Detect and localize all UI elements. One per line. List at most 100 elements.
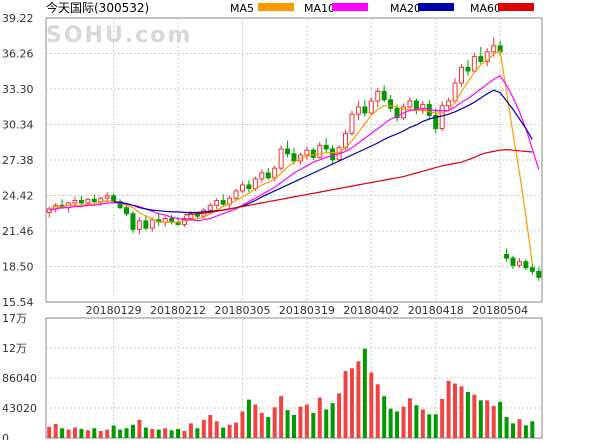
volume-bar [356, 361, 361, 438]
candle-body [220, 200, 226, 205]
volume-bar [491, 405, 496, 438]
volume-bar [298, 406, 303, 438]
volume-bar [401, 406, 406, 438]
volume-bar [511, 423, 516, 438]
candle-body [85, 198, 91, 204]
candle-body [317, 144, 323, 158]
candle-body [368, 100, 374, 114]
volume-bar [105, 429, 110, 438]
volume-bar [285, 410, 290, 438]
volume-bar [420, 409, 425, 438]
candle-body [130, 213, 136, 230]
date-tick-label: 20180319 [279, 304, 335, 317]
candle-body [349, 113, 355, 134]
price-tick-label: 39.22 [2, 12, 34, 25]
price-tick-label: 33.30 [2, 83, 34, 96]
price-tick-label: 24.42 [2, 190, 34, 203]
candle-body [136, 220, 142, 230]
date-tick-label: 20180129 [86, 304, 142, 317]
candle-body [523, 261, 529, 269]
volume-bar [272, 407, 277, 438]
volume-bar [246, 399, 251, 438]
volume-bar [163, 428, 168, 438]
volume-bar [214, 421, 219, 438]
volume-bar [208, 414, 213, 438]
volume-bar [259, 412, 264, 438]
volume-bar [317, 397, 322, 438]
price-tick-label: 30.34 [2, 119, 34, 132]
volume-bar [388, 408, 393, 438]
candle-body [388, 99, 394, 109]
volume-bar [72, 427, 77, 438]
volume-bar [266, 417, 271, 438]
price-tick-label: 36.26 [2, 48, 34, 61]
candle-body [504, 254, 510, 259]
price-axis: 39.22 36.26 33.30 30.34 27.38 24.42 21.46 18.50… [2, 12, 34, 309]
volume-bar [169, 430, 174, 438]
volume-bar [85, 430, 90, 438]
volume-bar [478, 400, 483, 438]
volume-bar [433, 414, 438, 438]
legend-swatch [258, 3, 294, 11]
legend-swatch [418, 3, 454, 11]
candle-body [124, 207, 130, 215]
candle-body [439, 105, 445, 130]
date-tick-label: 20180402 [343, 304, 399, 317]
candle-body [259, 172, 265, 180]
price-tick-label: 18.50 [2, 261, 34, 274]
volume-bar [517, 419, 522, 438]
volume-bar [195, 428, 200, 438]
volume-bar [60, 428, 65, 438]
volume-bar [182, 431, 187, 438]
volume-bar [124, 428, 129, 438]
volume-bar [156, 429, 161, 438]
volume-bar [472, 394, 477, 438]
volume-bar [337, 393, 342, 438]
ma5-line [48, 49, 533, 265]
volume-bar [375, 384, 380, 438]
volume-bar [130, 424, 135, 438]
volume-bar [407, 398, 412, 438]
candle-body [291, 153, 297, 162]
candle-body [471, 56, 477, 72]
price-tick-label: 27.38 [2, 154, 34, 167]
candle-body [394, 107, 400, 119]
candle-body [381, 90, 387, 101]
volume-bar [453, 383, 458, 438]
volume-bar [253, 404, 258, 438]
volume-tick-label: 43020 [2, 402, 37, 415]
candle-body [272, 167, 278, 179]
candle-body [246, 184, 252, 190]
volume-bar [498, 401, 503, 438]
candle-body [407, 100, 413, 108]
volume-axis: 17万 12万 86040 43020 0 [2, 312, 37, 444]
volume-bar [465, 391, 470, 438]
candle-body [214, 200, 220, 206]
candle-body [446, 100, 452, 107]
volume-bar [92, 428, 97, 438]
volume-bar [311, 412, 316, 438]
volume-bar [382, 396, 387, 438]
legend-swatch [332, 3, 368, 11]
volume-bar [343, 371, 348, 438]
candle-body [478, 56, 484, 62]
legend-label: MA5 [230, 2, 254, 15]
volume-bar [47, 426, 52, 438]
volume-bar [188, 423, 193, 438]
volume-bar [395, 411, 400, 438]
volume-bar [176, 428, 181, 438]
candle-body [207, 204, 213, 211]
volume-bar [227, 424, 232, 438]
volume-bar [304, 404, 309, 438]
volume-tick-label: 17万 [2, 312, 27, 325]
candle-body [278, 148, 284, 169]
volume-bar [221, 427, 226, 438]
volume-bar [150, 428, 155, 438]
volume-bar [440, 398, 445, 438]
date-tick-label: 20180418 [408, 304, 464, 317]
volume-bar [201, 419, 206, 438]
volume-bar [459, 386, 464, 438]
volume-bar [79, 428, 84, 438]
